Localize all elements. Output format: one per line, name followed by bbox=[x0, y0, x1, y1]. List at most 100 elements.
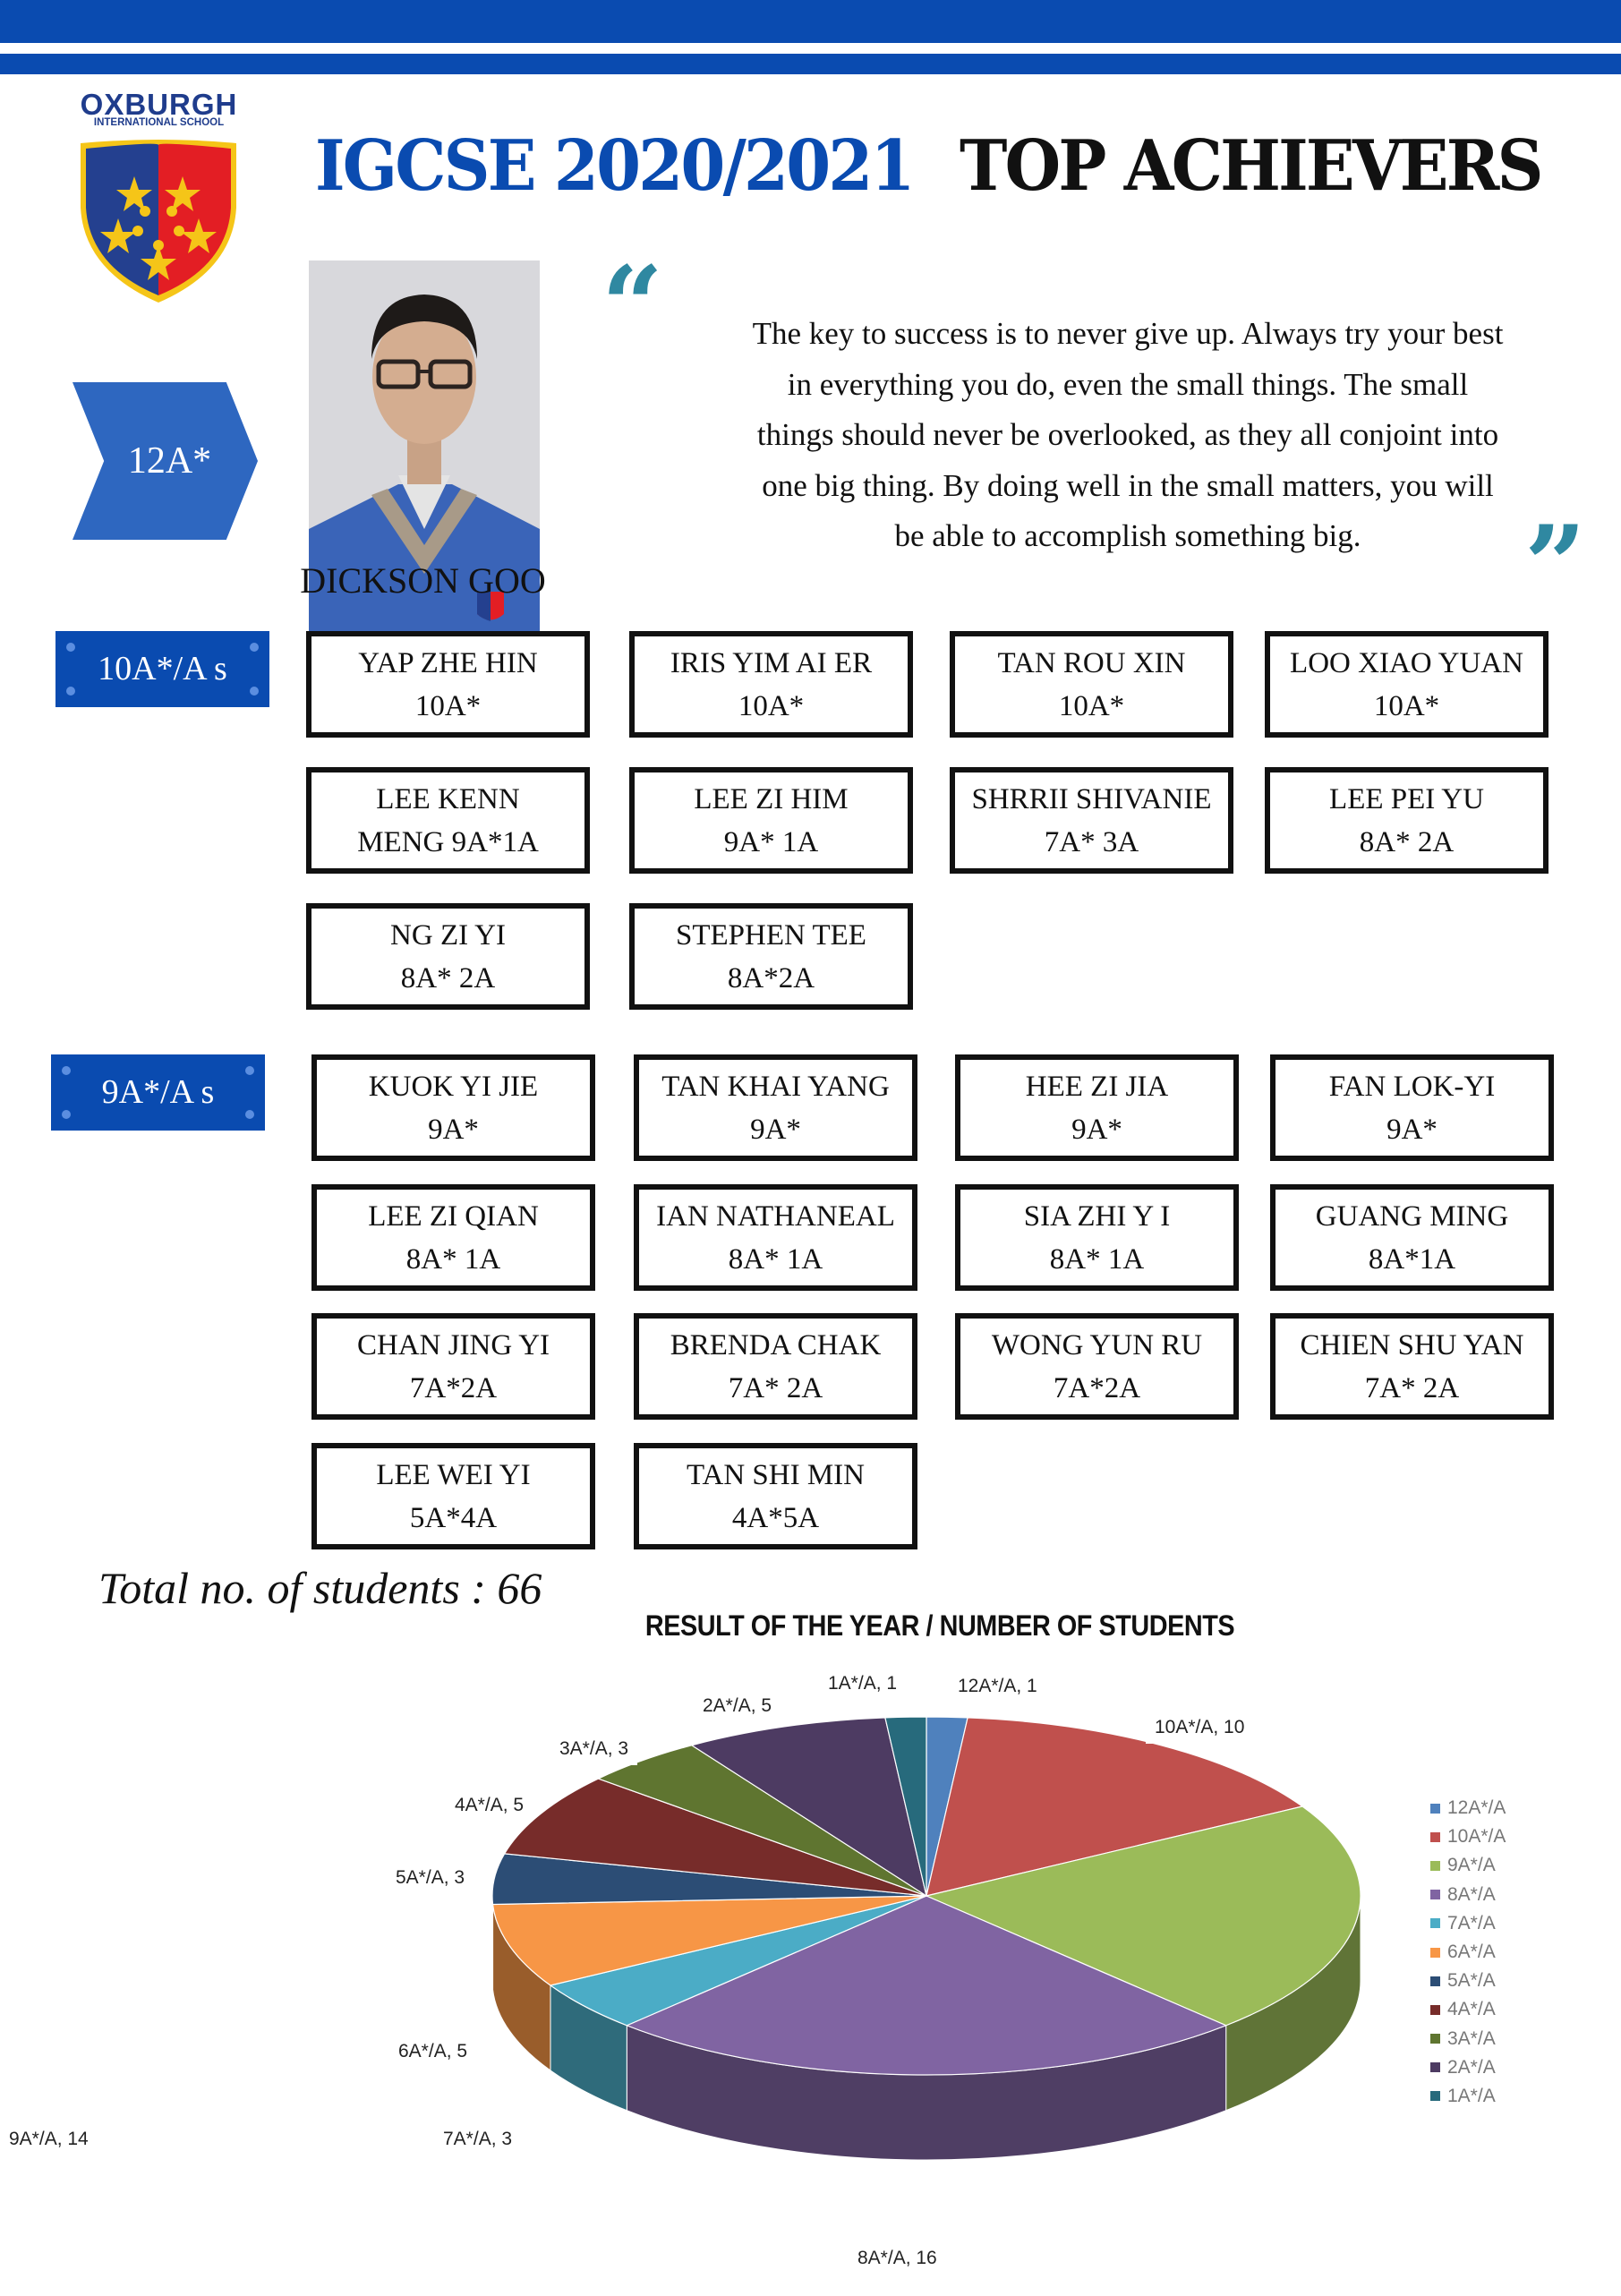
legend-item: 6A*/A bbox=[1430, 1938, 1506, 1967]
legend-swatch-icon bbox=[1430, 1918, 1440, 1929]
student-name: TAN ROU XIN bbox=[997, 646, 1186, 679]
legend-label: 6A*/A bbox=[1447, 1942, 1496, 1963]
legend-label: 2A*/A bbox=[1447, 2056, 1496, 2078]
quote-line: in everything you do, even the small thi… bbox=[787, 366, 1469, 402]
pie-label: 3A*/A, 3 bbox=[550, 1733, 638, 1765]
student-grade: 7A*2A bbox=[409, 1371, 498, 1404]
student-card: FAN LOK-YI 9A* bbox=[1270, 1054, 1554, 1161]
school-crest-icon bbox=[73, 136, 243, 306]
student-card: LEE WEI YI 5A*4A bbox=[311, 1443, 595, 1549]
pie-label: 1A*/A, 1 bbox=[819, 1668, 907, 1700]
student-photo bbox=[309, 260, 540, 656]
student-grade: 9A* bbox=[428, 1113, 479, 1146]
student-name: GUANG MING bbox=[1315, 1199, 1509, 1233]
student-name: WONG YUN RU bbox=[991, 1328, 1203, 1361]
school-subtitle: INTERNATIONAL SCHOOL bbox=[93, 117, 225, 128]
student-name: IRIS YIM AI ER bbox=[670, 646, 873, 679]
student-card: TAN SHI MIN 4A*5A bbox=[634, 1443, 917, 1549]
pie-label: 7A*/A, 3 bbox=[434, 2123, 522, 2155]
legend-item: 3A*/A bbox=[1430, 2025, 1506, 2053]
student-card: SIA ZHI Y I 8A* 1A bbox=[955, 1184, 1239, 1291]
student-grade: 8A* 2A bbox=[1359, 825, 1455, 858]
student-card: CHIEN SHU YAN 7A* 2A bbox=[1270, 1313, 1554, 1420]
student-name: CHAN JING YI bbox=[356, 1328, 550, 1361]
student-card: SHRRII SHIVANIE 7A* 3A bbox=[950, 767, 1233, 874]
chart-legend: 12A*/A 10A*/A 9A*/A 8A*/A 7A*/A 6A*/A 5A… bbox=[1430, 1794, 1506, 2111]
student-card: BRENDA CHAK 7A* 2A bbox=[634, 1313, 917, 1420]
pie-label: 4A*/A, 5 bbox=[446, 1789, 533, 1822]
total-students: Total no. of students : 66 bbox=[98, 1563, 542, 1613]
student-name: IAN NATHANEAL bbox=[656, 1199, 895, 1233]
student-grade: 10A* bbox=[1373, 689, 1440, 722]
student-name: TAN KHAI YANG bbox=[661, 1070, 890, 1103]
legend-label: 4A*/A bbox=[1447, 1999, 1496, 2020]
pie-label: 6A*/A, 5 bbox=[389, 2036, 477, 2068]
header-stripe-top bbox=[0, 0, 1621, 43]
student-card: LEE KENN MENG 9A*1A bbox=[306, 767, 590, 874]
student-grade: 7A* 2A bbox=[1364, 1371, 1460, 1404]
legend-item: 10A*/A bbox=[1430, 1822, 1506, 1851]
legend-item: 8A*/A bbox=[1430, 1881, 1506, 1909]
legend-label: 12A*/A bbox=[1447, 1797, 1506, 1819]
section-label-text: 9A*/A s bbox=[101, 1073, 215, 1111]
student-grade: 8A*1A bbox=[1368, 1242, 1456, 1276]
legend-label: 8A*/A bbox=[1447, 1883, 1496, 1905]
legend-swatch-icon bbox=[1430, 2034, 1440, 2044]
student-name: SIA ZHI Y I bbox=[1023, 1199, 1171, 1233]
student-card: KUOK YI JIE 9A* bbox=[311, 1054, 595, 1161]
student-grade: 7A*2A bbox=[1053, 1371, 1141, 1404]
student-name: LOO XIAO YUAN bbox=[1290, 646, 1523, 679]
student-grade: 9A* bbox=[750, 1113, 801, 1146]
pie-label: 5A*/A, 3 bbox=[387, 1862, 474, 1894]
legend-swatch-icon bbox=[1430, 1803, 1440, 1814]
student-grade: 10A* bbox=[738, 689, 805, 722]
grade-badge-text: 12A* bbox=[127, 440, 212, 482]
quote-line: The key to success is to never give up. … bbox=[752, 316, 1504, 351]
legend-item: 1A*/A bbox=[1430, 2082, 1506, 2111]
student-name: FAN LOK-YI bbox=[1328, 1070, 1496, 1103]
legend-label: 10A*/A bbox=[1447, 1826, 1506, 1848]
close-quote-icon: ” bbox=[1524, 502, 1587, 628]
student-name: CHIEN SHU YAN bbox=[1300, 1328, 1524, 1361]
student-grade: 8A* 1A bbox=[1049, 1242, 1145, 1276]
student-grade: MENG 9A*1A bbox=[357, 825, 539, 858]
student-card: IAN NATHANEAL 8A* 1A bbox=[634, 1184, 917, 1291]
pie-label: 12A*/A, 1 bbox=[949, 1670, 1046, 1703]
quote-line: one big thing. By doing well in the smal… bbox=[762, 467, 1494, 503]
student-card: STEPHEN TEE 8A*2A bbox=[629, 903, 913, 1010]
student-name: SHRRII SHIVANIE bbox=[971, 782, 1212, 815]
student-grade: 7A* 2A bbox=[728, 1371, 823, 1404]
student-card: HEE ZI JIA 9A* bbox=[955, 1054, 1239, 1161]
grade-badge-chevron: 12A* bbox=[73, 382, 258, 540]
legend-swatch-icon bbox=[1430, 2004, 1440, 2015]
chart-title: RESULT OF THE YEAR / NUMBER OF STUDENTS bbox=[644, 1609, 1235, 1642]
student-name: LEE ZI QIAN bbox=[368, 1199, 539, 1233]
legend-swatch-icon bbox=[1430, 1831, 1440, 1842]
student-grade: 8A* 2A bbox=[400, 961, 496, 994]
legend-swatch-icon bbox=[1430, 1947, 1440, 1958]
student-name: LEE ZI HIM bbox=[694, 782, 849, 815]
legend-label: 5A*/A bbox=[1447, 1970, 1496, 1992]
student-name: TAN SHI MIN bbox=[686, 1458, 865, 1491]
student-grade: 4A*5A bbox=[731, 1501, 820, 1534]
student-card: WONG YUN RU 7A*2A bbox=[955, 1313, 1239, 1420]
student-card: NG ZI YI 8A* 2A bbox=[306, 903, 590, 1010]
student-card: LOO XIAO YUAN 10A* bbox=[1265, 631, 1548, 738]
student-card: GUANG MING 8A*1A bbox=[1270, 1184, 1554, 1291]
legend-label: 7A*/A bbox=[1447, 1912, 1496, 1933]
student-grade: 8A*2A bbox=[727, 961, 815, 994]
legend-item: 12A*/A bbox=[1430, 1794, 1506, 1822]
student-card: CHAN JING YI 7A*2A bbox=[311, 1313, 595, 1420]
legend-swatch-icon bbox=[1430, 2091, 1440, 2102]
student-name: LEE PEI YU bbox=[1329, 782, 1484, 815]
student-grade: 10A* bbox=[414, 689, 482, 722]
legend-label: 9A*/A bbox=[1447, 1855, 1496, 1876]
student-card: TAN KHAI YANG 9A* bbox=[634, 1054, 917, 1161]
student-grade: 5A*4A bbox=[409, 1501, 498, 1534]
quote-line: be able to accomplish something big. bbox=[894, 518, 1361, 553]
legend-item: 9A*/A bbox=[1430, 1851, 1506, 1880]
student-grade: 7A* 3A bbox=[1044, 825, 1139, 858]
student-grade: 10A* bbox=[1058, 689, 1125, 722]
pie-label: 8A*/A, 16 bbox=[849, 2242, 946, 2275]
student-grade: 9A* bbox=[1386, 1113, 1438, 1146]
